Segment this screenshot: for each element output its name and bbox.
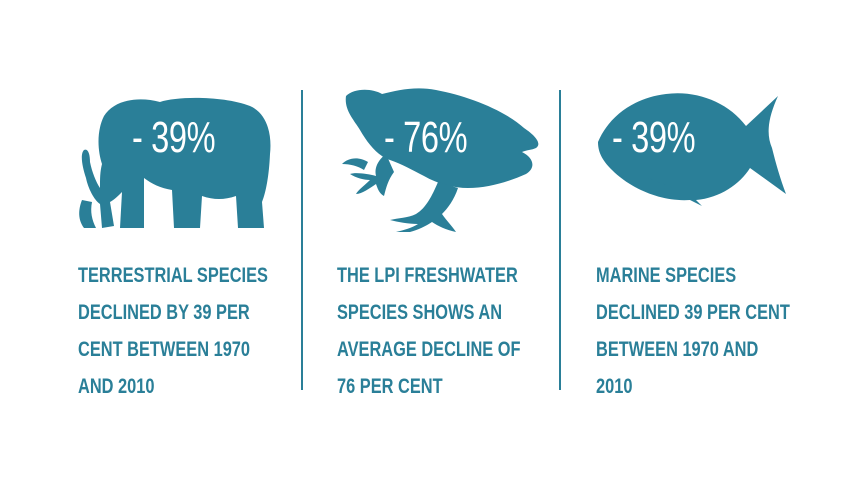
caption-line: MARINE SPECIES	[596, 264, 737, 287]
caption-line: TERRESTRIAL SPECIES	[78, 264, 268, 287]
freshwater-stat: - 76%	[384, 113, 468, 162]
caption-line: BETWEEN 1970 AND	[596, 338, 759, 361]
freshwater-caption: THE LPI FRESHWATER SPECIES SHOWS AN AVER…	[337, 257, 521, 405]
frog-icon	[342, 88, 539, 232]
terrestrial-stat: - 39%	[132, 113, 216, 162]
divider-right	[559, 90, 561, 390]
caption-line: DECLINED BY 39 PER	[78, 301, 250, 324]
divider-left	[301, 90, 303, 390]
caption-line: 76 PER CENT	[337, 375, 443, 398]
caption-line: 2010	[596, 375, 633, 398]
caption-line: SPECIES SHOWS AN	[337, 301, 503, 324]
fish-icon	[598, 93, 786, 206]
marine-stat: - 39%	[612, 113, 696, 162]
elephant-icon	[79, 97, 271, 229]
terrestrial-caption: TERRESTRIAL SPECIES DECLINED BY 39 PER C…	[78, 257, 268, 405]
caption-line: THE LPI FRESHWATER	[337, 264, 518, 287]
caption-line: AVERAGE DECLINE OF	[337, 338, 521, 361]
marine-caption: MARINE SPECIES DECLINED 39 PER CENT BETW…	[596, 257, 790, 405]
caption-line: DECLINED 39 PER CENT	[596, 301, 790, 324]
caption-line: AND 2010	[78, 375, 155, 398]
caption-line: CENT BETWEEN 1970	[78, 338, 251, 361]
